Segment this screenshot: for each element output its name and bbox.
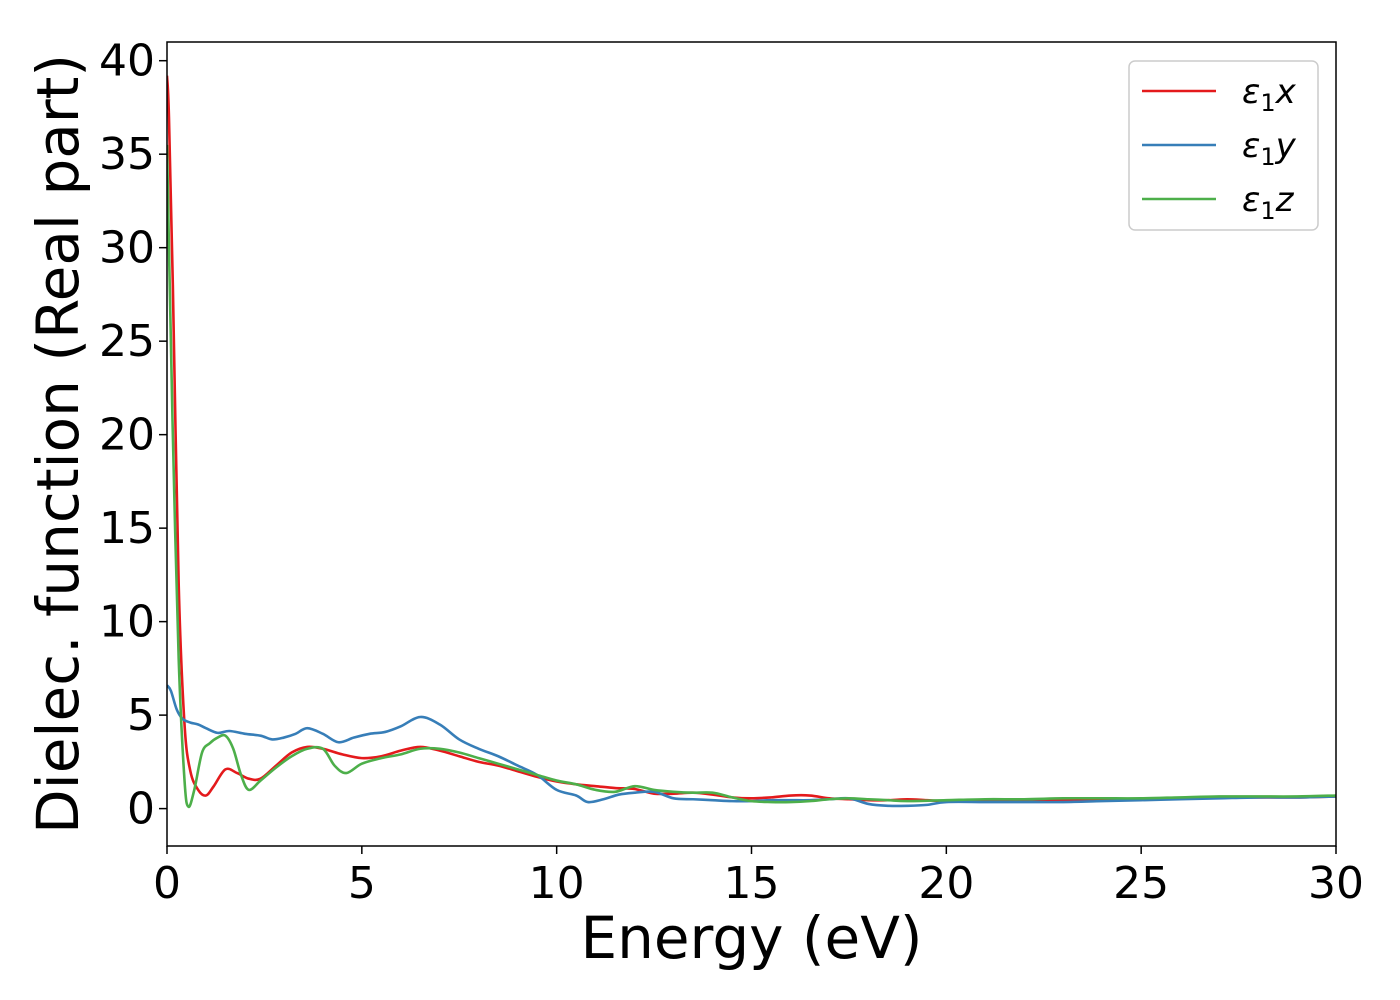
x-axis: 0 5 10 15 20 25 30 <box>153 846 1364 909</box>
y-tick-label: 5 <box>127 690 155 741</box>
x-tick-label: 0 <box>153 858 181 909</box>
x-tick-label: 30 <box>1308 858 1364 909</box>
legend-label-x: ε1x <box>1242 72 1297 117</box>
y-axis: 0 5 10 15 20 25 30 35 40 <box>99 36 167 835</box>
y-tick-label: 25 <box>99 316 155 367</box>
y-tick-label: 15 <box>99 503 155 554</box>
y-tick-label: 20 <box>99 410 155 461</box>
y-tick-label: 30 <box>99 223 155 274</box>
legend-label-y: ε1y <box>1242 126 1297 171</box>
x-tick-label: 15 <box>724 858 780 909</box>
legend: ε1x ε1y ε1z <box>1128 60 1319 231</box>
legend-label-z: ε1z <box>1242 180 1295 225</box>
x-tick-label: 25 <box>1113 858 1169 909</box>
y-tick-label: 10 <box>99 597 155 648</box>
x-tick-label: 20 <box>918 858 974 909</box>
x-tick-label: 10 <box>529 858 585 909</box>
y-tick-label: 35 <box>99 129 155 180</box>
y-tick-label: 0 <box>127 784 155 835</box>
x-tick-label: 5 <box>348 858 376 909</box>
x-axis-label: Energy (eV) <box>580 904 922 972</box>
series-line-y <box>167 684 1336 808</box>
series-line-z <box>167 144 1336 809</box>
y-tick-label: 40 <box>99 36 155 87</box>
y-axis-label: Dielec. function (Real part) <box>24 54 92 834</box>
series-layer <box>167 75 1336 809</box>
legend-box <box>1128 60 1319 231</box>
